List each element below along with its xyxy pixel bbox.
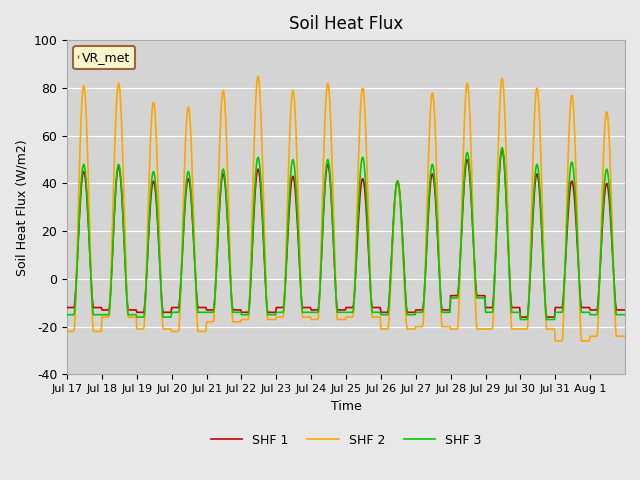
Line: SHF 1: SHF 1 xyxy=(67,150,624,317)
SHF 3 xyxy=(499,145,506,151)
SHF 3 xyxy=(259,212,266,217)
Title: Soil Heat Flux: Soil Heat Flux xyxy=(289,15,403,33)
SHF 1 xyxy=(231,307,239,313)
SHF 2 xyxy=(129,314,136,320)
SHF 3 xyxy=(231,310,239,315)
Line: SHF 2: SHF 2 xyxy=(67,76,624,341)
SHF 1 xyxy=(435,250,442,256)
SHF 2 xyxy=(552,338,559,344)
SHF 3 xyxy=(129,312,136,318)
SHF 1 xyxy=(259,218,266,224)
Line: SHF 3: SHF 3 xyxy=(67,148,624,320)
Y-axis label: Soil Heat Flux (W/m2): Soil Heat Flux (W/m2) xyxy=(15,139,28,276)
SHF 3 xyxy=(435,247,442,253)
SHF 3 xyxy=(403,312,411,318)
Legend: SHF 1, SHF 2, SHF 3: SHF 1, SHF 2, SHF 3 xyxy=(206,429,486,452)
SHF 2 xyxy=(435,251,443,257)
SHF 2 xyxy=(231,319,239,325)
SHF 3 xyxy=(280,308,287,313)
SHF 1 xyxy=(63,305,71,311)
SHF 1 xyxy=(499,147,506,153)
SHF 2 xyxy=(404,326,412,332)
SHF 1 xyxy=(516,314,524,320)
SHF 1 xyxy=(129,307,136,313)
SHF 3 xyxy=(620,312,628,318)
SHF 2 xyxy=(259,188,267,193)
SHF 3 xyxy=(63,312,71,318)
SHF 2 xyxy=(254,73,262,79)
SHF 1 xyxy=(620,307,628,313)
SHF 1 xyxy=(280,303,287,309)
SHF 2 xyxy=(280,299,288,305)
SHF 2 xyxy=(63,328,71,334)
SHF 1 xyxy=(403,310,411,315)
X-axis label: Time: Time xyxy=(331,400,362,413)
SHF 2 xyxy=(620,333,628,339)
SHF 3 xyxy=(516,317,524,323)
